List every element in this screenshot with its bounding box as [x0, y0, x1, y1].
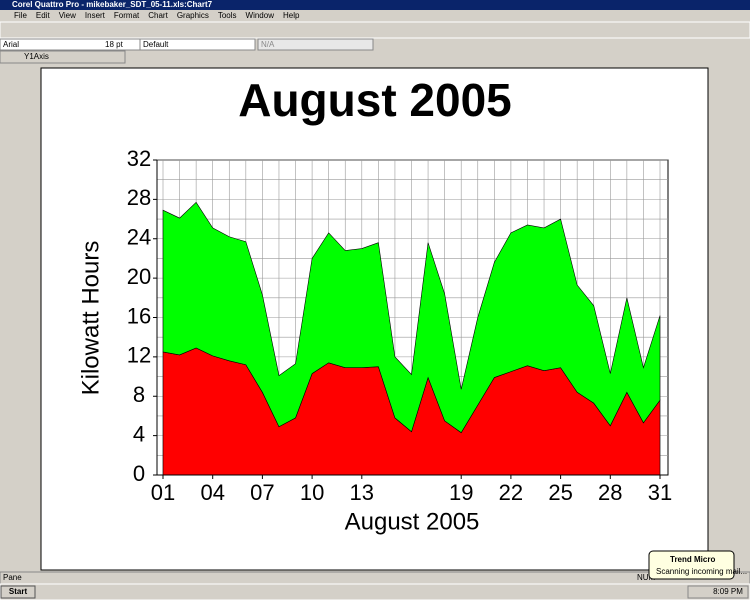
area — [162, 201, 661, 434]
taskbar — [0, 583, 750, 600]
menu-item[interactable]: Insert — [85, 11, 106, 20]
start-button[interactable] — [0, 585, 36, 599]
x-tick-label: 25 — [548, 480, 572, 505]
y-axis-label: Kilowatt Hours — [77, 241, 104, 396]
tray — [687, 585, 749, 599]
window-title: Corel Quattro Pro - mikebaker_SDT_05-11.… — [12, 0, 213, 9]
clock: 8:09 PM — [713, 587, 743, 596]
y-tick-label: 16 — [127, 303, 151, 328]
toolbar — [0, 21, 750, 39]
chart-title: August 2005 — [238, 74, 512, 126]
font-size: 18 pt — [105, 40, 124, 49]
x-tick-label: 28 — [598, 480, 622, 505]
x-axis-label: August 2005 — [345, 508, 480, 535]
menu-bar: File Edit View Insert Format Chart Graphics Too… — [14, 11, 300, 20]
notification-title: Trend Micro — [670, 555, 715, 564]
notification-text: Scanning incoming mail... — [656, 567, 747, 576]
x-tick-label: 13 — [350, 480, 374, 505]
x-tick-label: 22 — [499, 480, 523, 505]
menu-item[interactable]: File — [14, 11, 27, 20]
notification-balloon[interactable] — [648, 550, 735, 580]
selection-box[interactable] — [0, 50, 126, 64]
style-box[interactable] — [139, 38, 256, 51]
menu-item[interactable]: Help — [283, 11, 300, 20]
x-tick-label: 01 — [151, 480, 175, 505]
menu-item[interactable]: View — [59, 11, 76, 20]
menu-item[interactable]: Window — [246, 11, 275, 20]
field-value: N/A — [261, 40, 275, 49]
x-tick-label: 31 — [648, 480, 672, 505]
y-tick-label: 28 — [127, 185, 151, 210]
start-label: Start — [9, 587, 28, 596]
x-tick-label: 07 — [250, 480, 274, 505]
font-name: Arial — [3, 40, 19, 49]
x-tick-label: 04 — [200, 480, 224, 505]
menu-item[interactable]: Edit — [36, 11, 51, 20]
y-tick-label: 12 — [127, 343, 151, 368]
menu-item[interactable]: Graphics — [177, 11, 209, 20]
selection-name: Y1Axis — [24, 52, 49, 61]
style-name: Default — [143, 40, 169, 49]
x-tick-label: 19 — [449, 480, 473, 505]
status-num: NUM — [637, 573, 656, 582]
title-bar — [0, 0, 750, 10]
menu-item[interactable]: Chart — [148, 11, 168, 20]
menu-item[interactable]: Format — [114, 11, 140, 20]
y-tick-label: 32 — [127, 146, 151, 171]
y-tick-label: 20 — [127, 264, 151, 289]
menu-item[interactable]: Tools — [218, 11, 237, 20]
status-pane: Pane — [3, 573, 22, 582]
y-tick-label: 24 — [127, 225, 151, 250]
y-tick-label: 8 — [133, 382, 145, 407]
y-tick-label: 0 — [133, 461, 145, 486]
field-box — [257, 38, 374, 51]
x-tick-label: 10 — [300, 480, 324, 505]
y-tick-label: 4 — [133, 421, 145, 446]
